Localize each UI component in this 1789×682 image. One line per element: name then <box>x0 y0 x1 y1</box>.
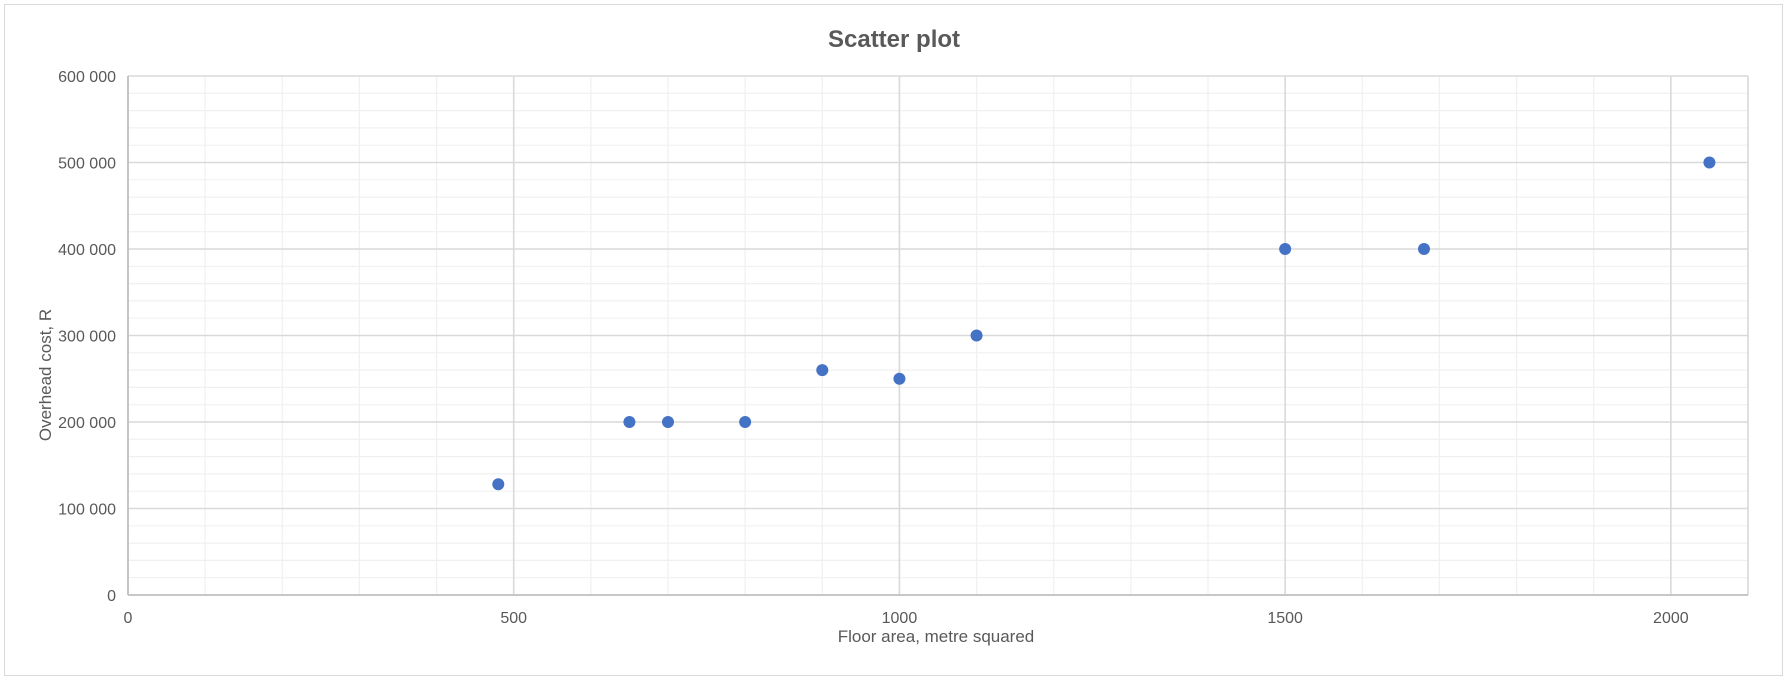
y-tick-label: 400 000 <box>58 242 116 259</box>
data-point <box>816 364 829 377</box>
y-axis-tick-labels: 0 100 000 200 000 300 000 400 000 500 000 600 … <box>58 69 116 605</box>
data-point <box>1279 243 1292 255</box>
data-point <box>1418 243 1430 255</box>
y-tick-label: 100 000 <box>58 502 116 519</box>
x-tick-label: 2000 <box>1653 610 1689 627</box>
y-axis-title: Overhead cost, R <box>36 309 55 441</box>
y-tick-label: 600 000 <box>58 69 116 86</box>
y-tick-label: 300 000 <box>58 329 116 346</box>
data-point <box>662 416 674 428</box>
scatter-chart: 0 500 1000 1500 2000 0 100 000 200 000 300 000 4… <box>36 26 1749 646</box>
chart-frame: 0 500 1000 1500 2000 0 100 000 200 000 300 000 4… <box>4 4 1783 676</box>
x-tick-label: 1000 <box>882 610 918 627</box>
x-tick-label: 0 <box>124 610 133 627</box>
major-gridlines <box>128 75 1749 595</box>
y-tick-label: 200 000 <box>58 415 116 432</box>
x-axis-title: Floor area, metre squared <box>838 627 1035 646</box>
x-tick-label: 500 <box>500 610 527 627</box>
data-point <box>893 372 906 385</box>
data-point <box>739 416 752 428</box>
x-tick-label: 1500 <box>1267 610 1303 627</box>
data-point <box>623 416 636 428</box>
data-point <box>1703 156 1716 169</box>
axes <box>127 76 1748 596</box>
data-point <box>970 329 983 342</box>
x-axis-tick-labels: 0 500 1000 1500 2000 <box>124 610 1689 627</box>
chart-title: Scatter plot <box>828 26 960 53</box>
data-point <box>492 478 505 491</box>
y-tick-label: 500 000 <box>58 156 116 173</box>
data-points <box>492 156 1716 491</box>
y-tick-label: 0 <box>107 588 116 605</box>
